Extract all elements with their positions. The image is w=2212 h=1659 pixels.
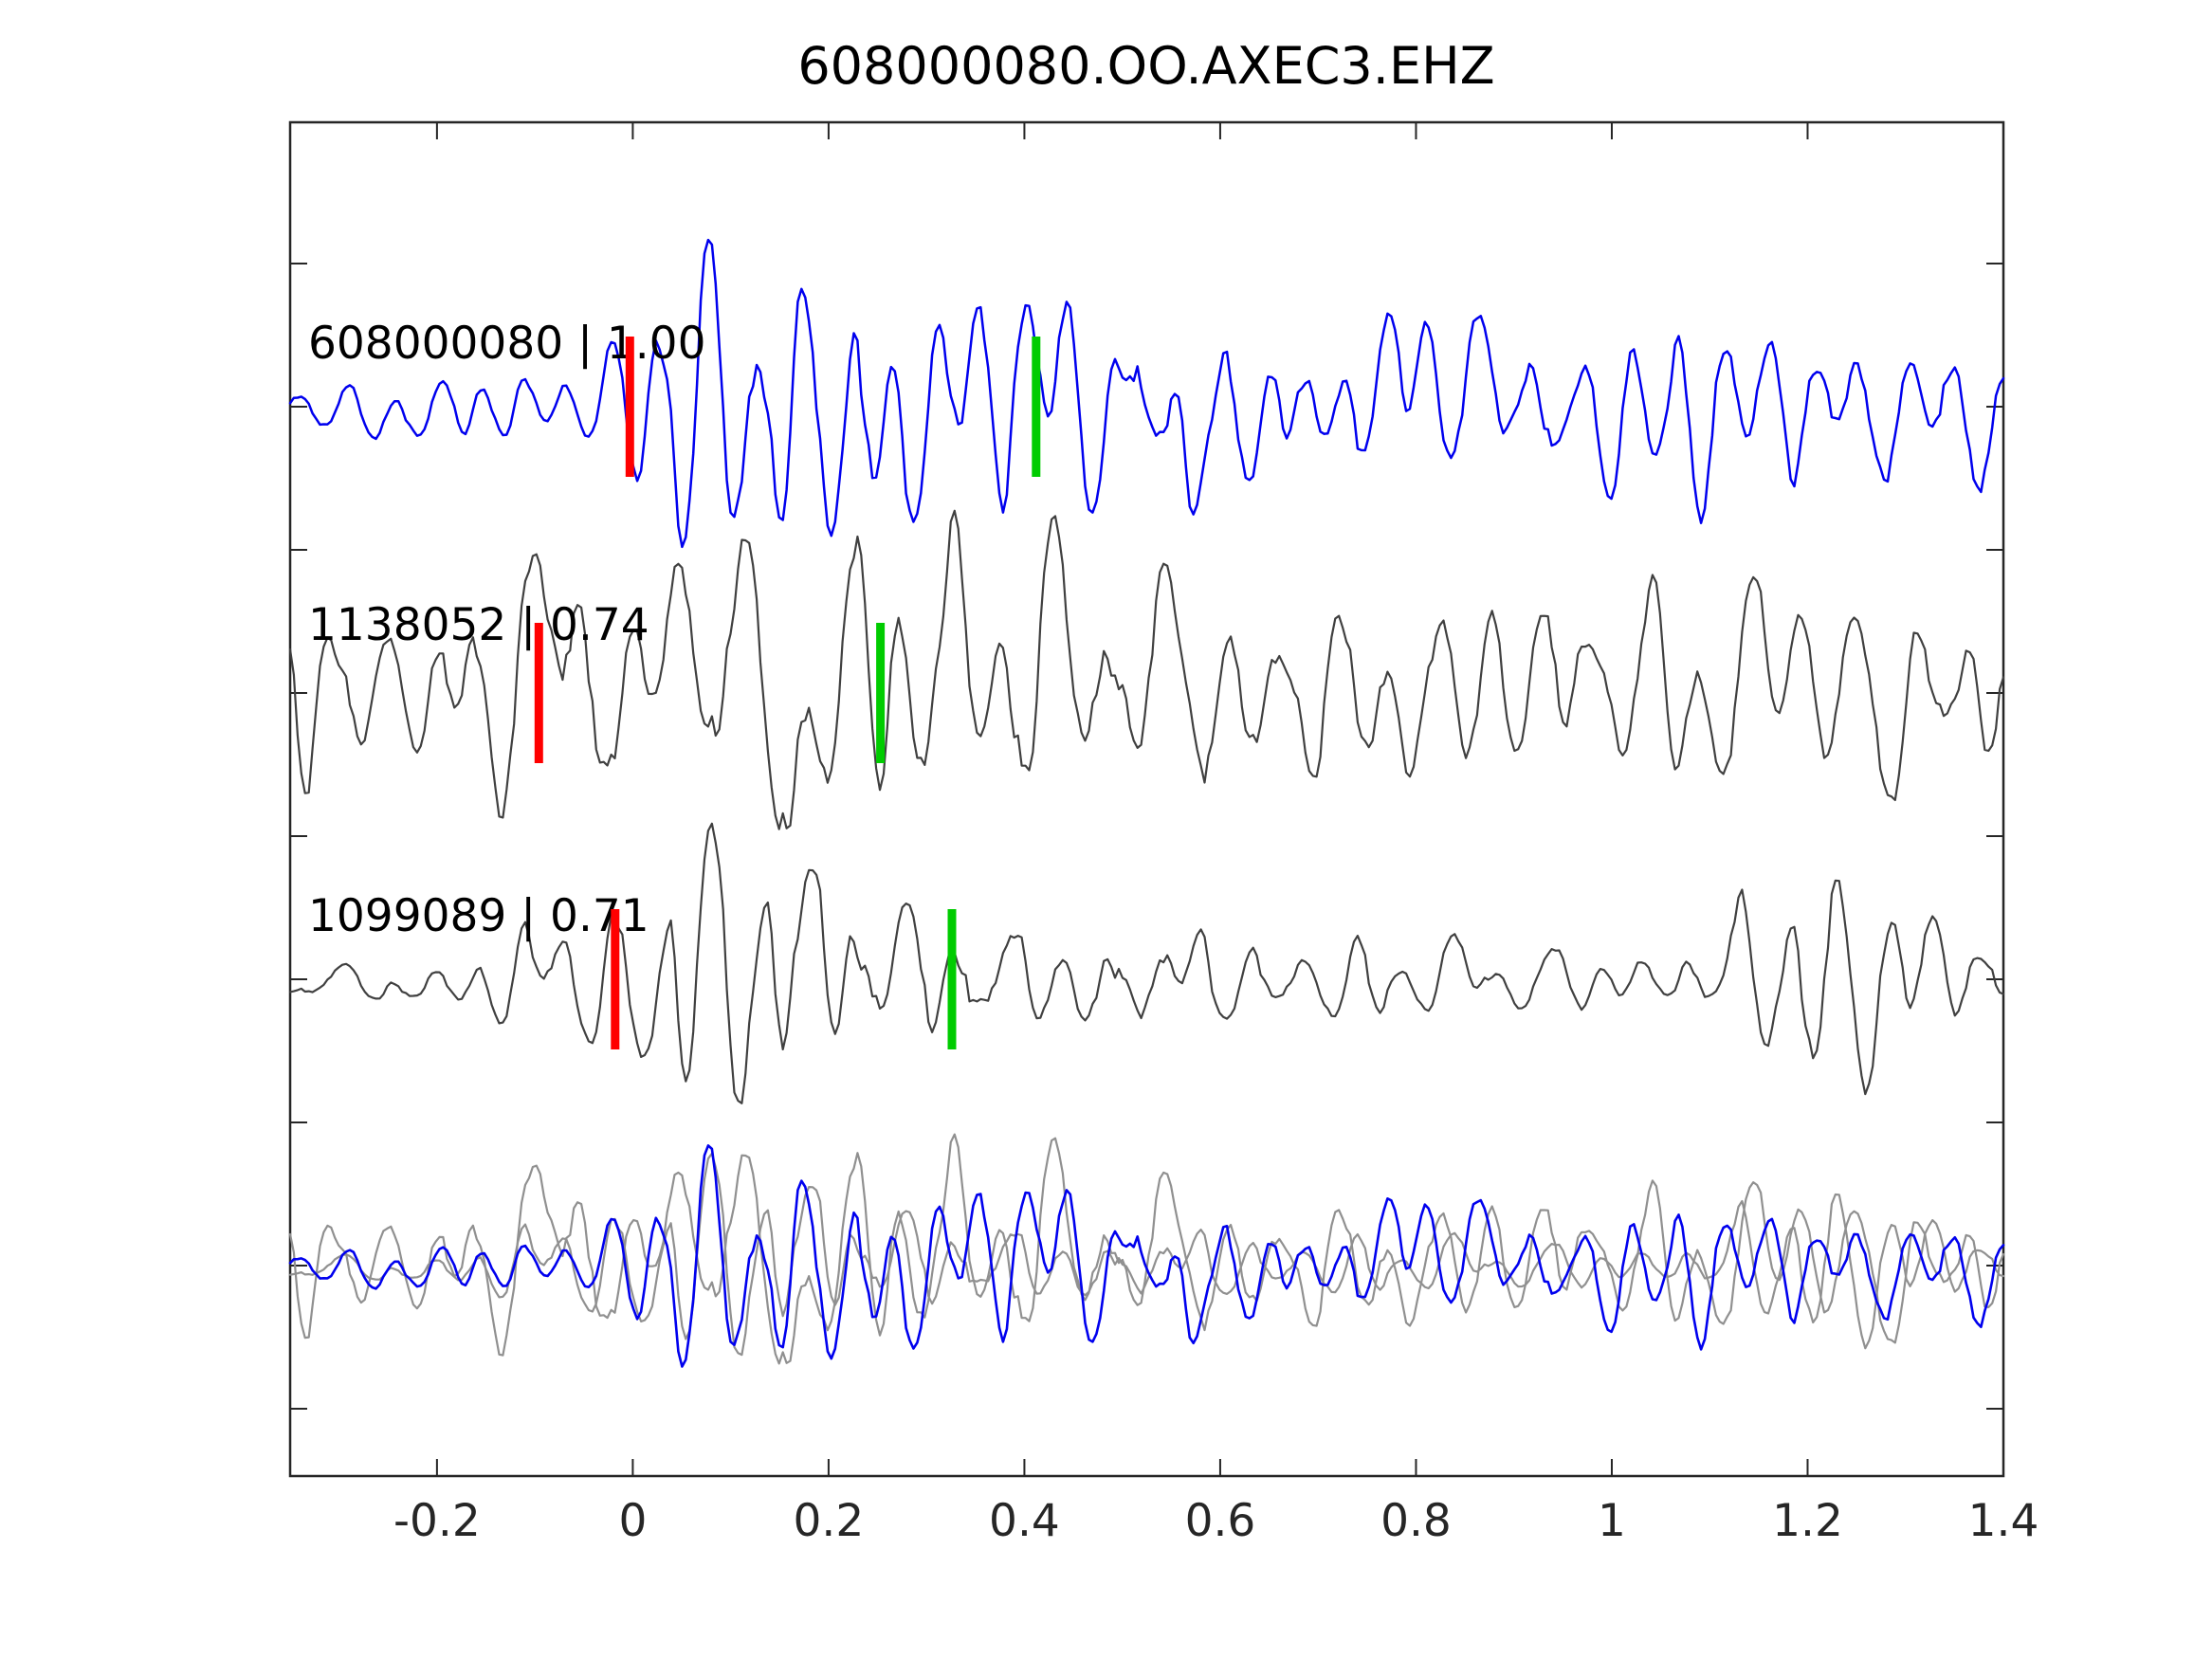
x-tick-label: 0 [618,1495,647,1547]
x-tick-label: 0.6 [1185,1495,1256,1547]
x-tick-label: 0.8 [1380,1495,1452,1547]
overlay-trace-608000080 [288,1144,2005,1368]
x-tick-label: 1 [1598,1495,1626,1547]
overlay-trace-1099089 [288,1152,2005,1357]
trace-label-template: 608000080 | 1.00 [308,318,706,370]
overlay-trace-1138052 [288,1133,2005,1365]
axes-layer: -0.2 0 0.2 0.4 0.6 0.8 1 1.2 1.4 [288,120,2039,1547]
pick-markers-layer [534,337,1041,1049]
trace-1138052 [288,509,2005,830]
pick-marker-red [534,623,543,763]
pick-marker-red [625,337,634,477]
pick-marker-green [1032,337,1041,477]
trace-608000080 [288,238,2005,549]
x-tick-label: 0.2 [794,1495,865,1547]
x-tick-label: -0.2 [393,1495,481,1547]
x-tick-label: 0.4 [989,1495,1060,1547]
trace-label-match-1: 1138052 | 0.74 [308,599,649,651]
pick-marker-green [947,909,957,1049]
pick-marker-red [611,909,620,1049]
figure-title: 608000080.OO.AXEC3.EHZ [797,36,1494,96]
pick-marker-green [876,623,886,763]
traces-layer [288,238,2005,1368]
x-tick-label: 1.4 [1968,1495,2039,1547]
text-layer: 608000080.OO.AXEC3.EHZ 608000080 | 1.00 … [308,36,1495,942]
x-tick-label: 1.2 [1772,1495,1843,1547]
trace-label-match-2: 1099089 | 0.71 [308,890,649,942]
plot-frame [288,120,2005,1478]
trace-1099089 [288,822,2005,1104]
